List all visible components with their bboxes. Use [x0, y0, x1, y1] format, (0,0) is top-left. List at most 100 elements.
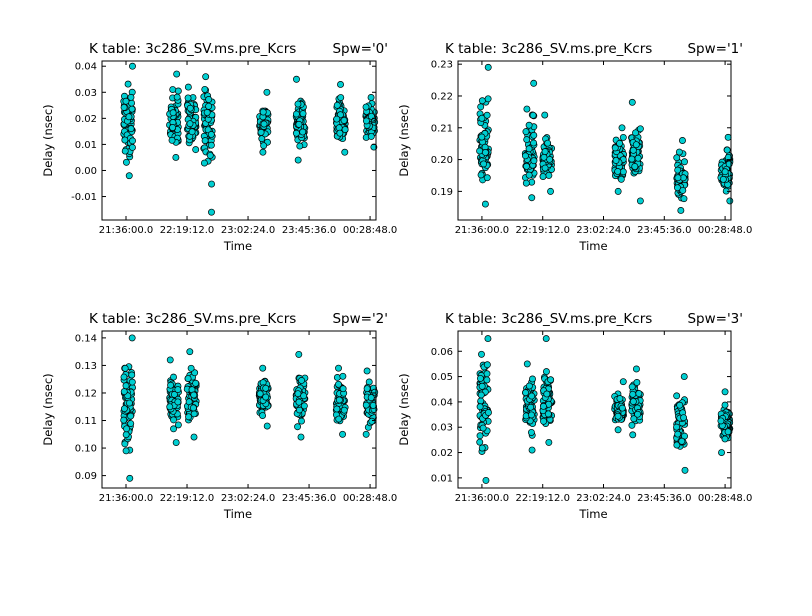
data-point [127, 93, 135, 101]
data-point [201, 85, 209, 93]
y-tick-label: 0.04 [431, 397, 453, 408]
data-point [339, 430, 347, 438]
data-point [172, 153, 180, 161]
data-point [477, 397, 485, 405]
data-point [129, 137, 136, 145]
data-point [295, 350, 303, 358]
data-point [174, 386, 182, 393]
data-point [167, 381, 175, 389]
data-point [528, 392, 536, 400]
data-point [335, 380, 342, 388]
data-point [206, 151, 214, 159]
y-tick-label: 0.19 [431, 187, 453, 198]
data-point [335, 364, 342, 372]
data-point [543, 390, 551, 398]
data-point [186, 104, 194, 112]
data-point [484, 95, 492, 103]
data-point [362, 117, 370, 125]
data-point [204, 126, 212, 134]
data-point [724, 428, 732, 436]
data-point [166, 356, 174, 364]
data-point [679, 186, 687, 194]
data-point [629, 390, 637, 398]
data-point [635, 390, 643, 397]
data-point [166, 403, 174, 411]
data-point [523, 105, 531, 113]
y-tick-label: 0.00 [75, 166, 97, 177]
data-point [724, 133, 732, 141]
data-point [122, 97, 130, 105]
data-point [544, 410, 552, 418]
y-tick-label: 0.03 [75, 88, 97, 99]
y-tick-label: 0.05 [431, 372, 453, 383]
data-point [339, 372, 347, 380]
data-point [674, 166, 682, 174]
data-point [619, 378, 627, 386]
data-point [632, 141, 640, 149]
plot-area [458, 331, 731, 488]
data-point [126, 474, 134, 482]
data-point [362, 103, 370, 111]
x-tick-label: 23:45:36.0 [282, 225, 336, 236]
data-point [530, 157, 538, 165]
data-point [680, 195, 688, 203]
data-point [483, 370, 491, 378]
y-tick-label: 0.02 [431, 448, 453, 459]
data-point [127, 125, 135, 133]
data-point [478, 444, 486, 452]
data-point [336, 111, 344, 119]
data-point [541, 164, 549, 172]
data-point [260, 120, 268, 128]
data-point [120, 416, 128, 424]
data-point [124, 80, 132, 88]
data-point [294, 423, 302, 431]
data-point [721, 168, 729, 176]
x-tick-label: 21:36:00.0 [99, 225, 153, 236]
data-point [539, 173, 547, 181]
data-point [547, 376, 555, 384]
data-point [120, 388, 128, 396]
y-axis-label: Delay (nsec) [41, 104, 55, 176]
data-point [614, 187, 622, 195]
data-point [122, 158, 130, 166]
y-axis-label: Delay (nsec) [397, 104, 411, 176]
data-point [522, 128, 530, 136]
data-point [257, 128, 265, 136]
data-point [485, 409, 492, 416]
data-point [205, 96, 213, 103]
data-point [259, 364, 267, 372]
data-point [530, 139, 538, 147]
data-point [545, 171, 553, 179]
y-tick-label: 0.10 [75, 444, 97, 455]
data-point [616, 139, 624, 147]
spw-label: Spw='2' [332, 311, 388, 327]
data-point [190, 410, 198, 418]
data-point [679, 137, 686, 144]
data-point [168, 136, 176, 144]
x-tick-label: 00:28:48.0 [343, 493, 397, 504]
data-point [369, 401, 377, 409]
data-point [294, 100, 302, 108]
data-point [185, 413, 193, 421]
data-point [539, 402, 547, 410]
data-point [477, 103, 485, 111]
data-point [633, 379, 641, 386]
data-point [628, 155, 636, 163]
x-axis-label: Time [578, 507, 607, 521]
data-point [481, 149, 489, 156]
data-point [634, 410, 642, 418]
spw-label: Spw='1' [687, 41, 743, 57]
y-tick-label: -0.01 [71, 192, 97, 203]
data-point [367, 94, 375, 101]
data-point [530, 79, 538, 87]
data-point [186, 348, 194, 356]
data-point [333, 101, 341, 109]
data-point [173, 93, 181, 101]
data-point [721, 435, 729, 443]
data-point [677, 207, 685, 214]
data-point [337, 81, 344, 88]
data-point [128, 334, 136, 342]
data-point [169, 86, 177, 93]
data-point [262, 384, 270, 392]
